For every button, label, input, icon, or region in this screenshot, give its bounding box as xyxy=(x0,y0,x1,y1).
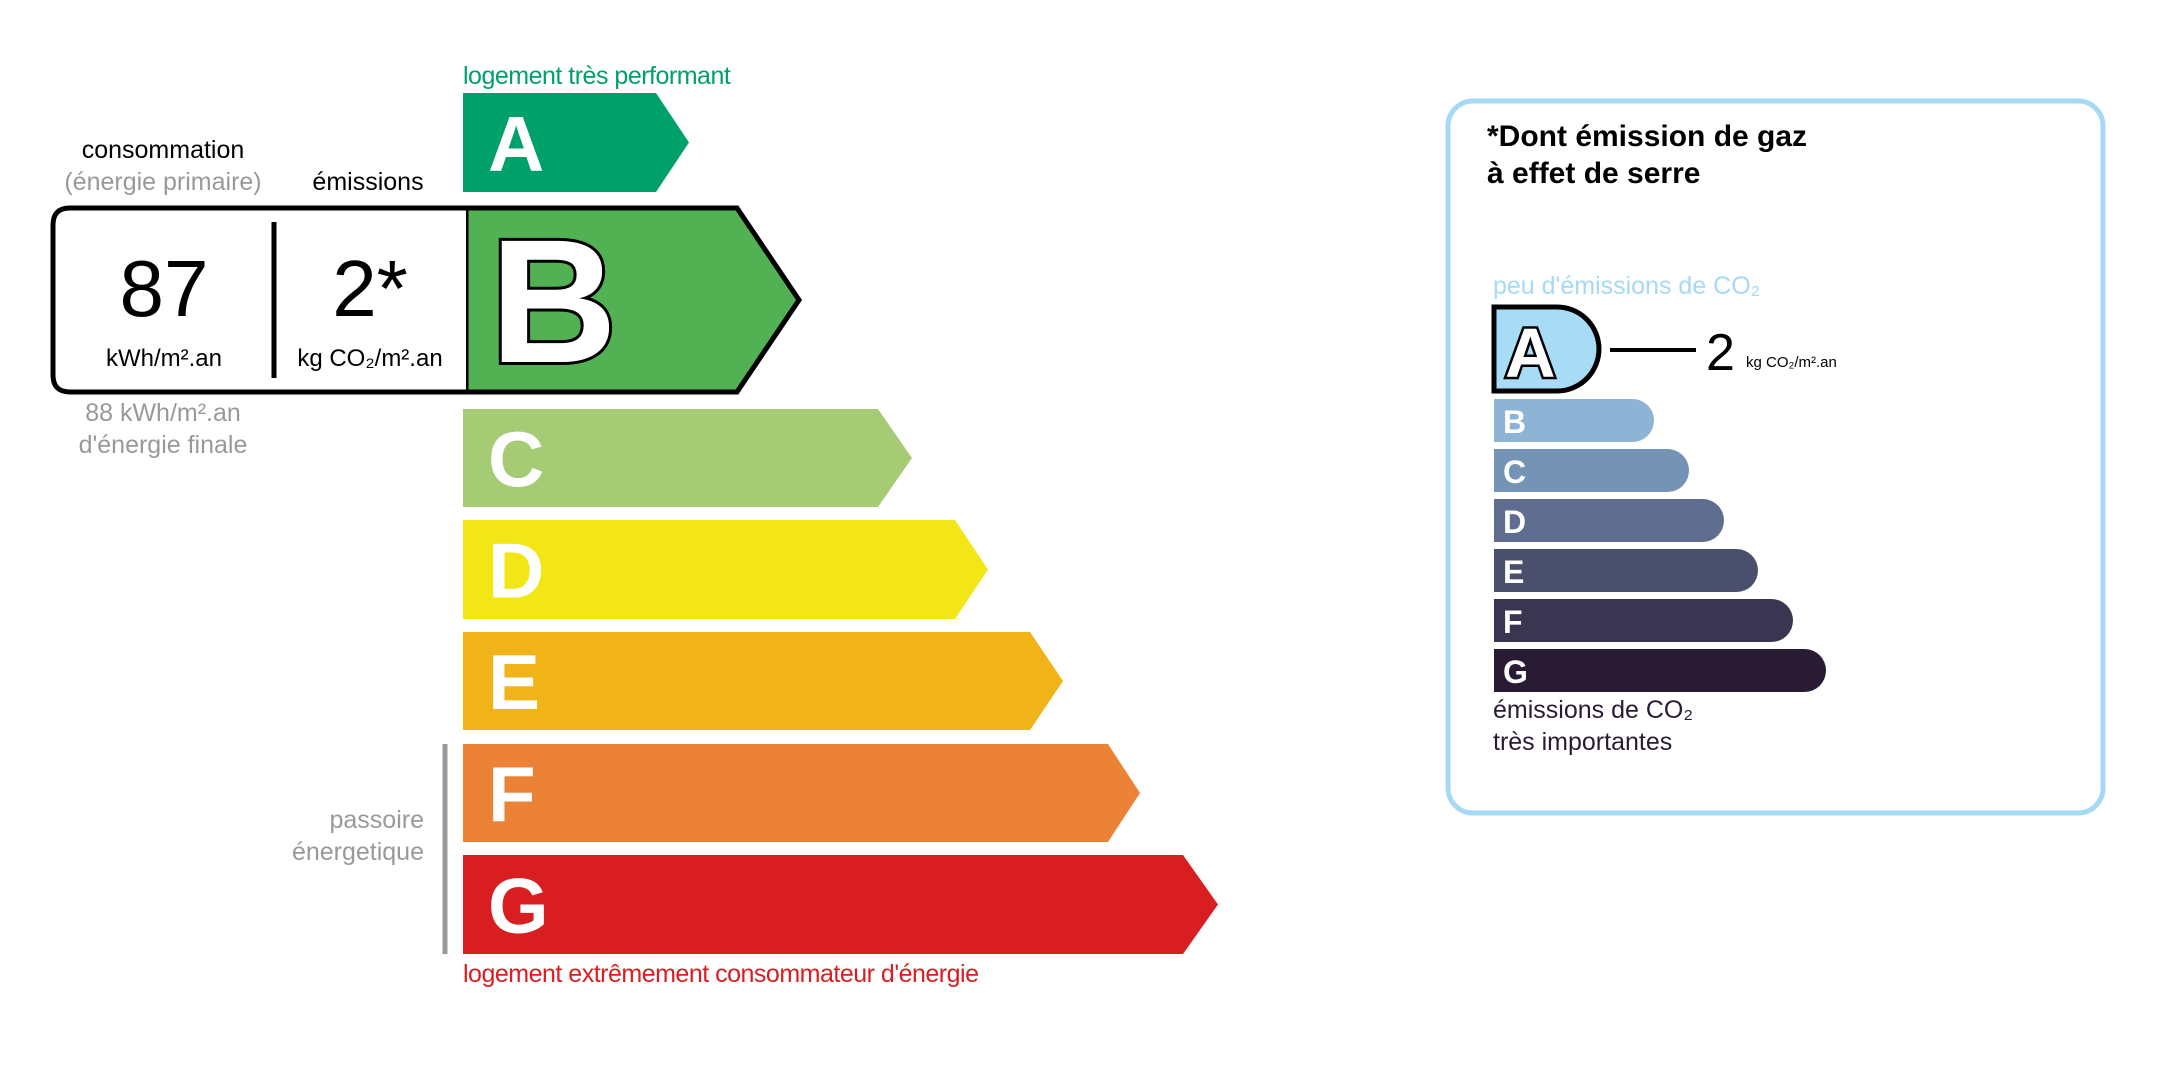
energy-class-c: C xyxy=(463,409,912,507)
ges-letter-c: C xyxy=(1503,454,1526,490)
emissions-unit: kg CO₂/m².an xyxy=(297,345,442,372)
energy-class-a: A xyxy=(463,93,689,192)
ges-letter-d: D xyxy=(1503,504,1526,540)
energy-class-b: B xyxy=(463,201,803,403)
ges-class-b: B xyxy=(1494,399,1654,442)
energy-bar-e xyxy=(463,632,1063,730)
passoire-label-1: passoire xyxy=(330,806,425,834)
energy-class-e: E xyxy=(463,632,1063,730)
emissions-value: 2* xyxy=(332,244,408,333)
ges-bar-d xyxy=(1494,499,1724,542)
energy-letter-f: F xyxy=(488,750,536,838)
passoire-label-2: énergetique xyxy=(292,838,424,866)
final-energy-label: d'énergie finale xyxy=(79,431,248,459)
consumption-subheader: (énergie primaire) xyxy=(64,168,261,196)
ges-value: 2 xyxy=(1706,324,1735,382)
ges-bar-b xyxy=(1494,399,1654,442)
energy-bottom-label: logement extrêmement consommateur d'éner… xyxy=(463,960,979,988)
energy-letter-e: E xyxy=(488,638,540,726)
ges-letter-g: G xyxy=(1503,654,1528,690)
energy-bar-f xyxy=(463,744,1140,842)
ges-class-d: D xyxy=(1494,499,1724,542)
consumption-unit: kWh/m².an xyxy=(106,345,222,372)
energy-value-box: 87 kWh/m².an 2* kg CO₂/m².an xyxy=(50,205,466,395)
energy-letter-a: A xyxy=(488,100,544,188)
energy-letter-g: G xyxy=(488,862,549,950)
ges-bottom-label-2: très importantes xyxy=(1493,728,1672,756)
ges-bar-g xyxy=(1494,649,1826,692)
ges-letter-f: F xyxy=(1503,604,1523,640)
ges-class-a: A xyxy=(1491,304,1602,395)
emissions-header: émissions xyxy=(312,168,423,196)
ges-bar-e xyxy=(1494,549,1758,592)
ges-bar-c xyxy=(1494,449,1689,492)
energy-class-g: G xyxy=(463,855,1218,954)
ges-title-line2: à effet de serre xyxy=(1487,157,1700,190)
energy-bar-a xyxy=(463,93,689,192)
ges-class-e: E xyxy=(1494,549,1758,592)
ges-top-label: peu d'émissions de CO₂ xyxy=(1493,272,1760,300)
energy-class-f: F xyxy=(463,744,1140,842)
energy-bar-g xyxy=(463,855,1218,954)
ges-bottom-label-1: émissions de CO₂ xyxy=(1493,696,1693,724)
ges-title-line1: *Dont émission de gaz xyxy=(1487,120,1807,153)
energy-class-d: D xyxy=(463,520,988,619)
final-energy-value: 88 kWh/m².an xyxy=(85,399,241,427)
ges-class-g: G xyxy=(1494,649,1826,692)
energy-letter-d: D xyxy=(488,527,544,615)
ges-class-c: C xyxy=(1494,449,1689,492)
energy-letter-c: C xyxy=(488,415,544,503)
ges-class-f: F xyxy=(1494,599,1793,642)
ges-bar-a xyxy=(1491,304,1602,394)
ges-letter-b: B xyxy=(1503,404,1526,440)
ges-letter-e: E xyxy=(1503,554,1524,590)
ges-unit: kg CO₂/m².an xyxy=(1746,354,1837,371)
consumption-header: consommation xyxy=(82,136,245,164)
energy-letter-b: B xyxy=(490,204,617,400)
ges-letter-a: A xyxy=(1505,314,1556,392)
consumption-value: 87 xyxy=(120,244,209,333)
energy-top-label: logement très performant xyxy=(463,62,731,90)
ges-bar-f xyxy=(1494,599,1793,642)
energy-bar-d xyxy=(463,520,988,619)
energy-bar-c xyxy=(463,409,912,507)
